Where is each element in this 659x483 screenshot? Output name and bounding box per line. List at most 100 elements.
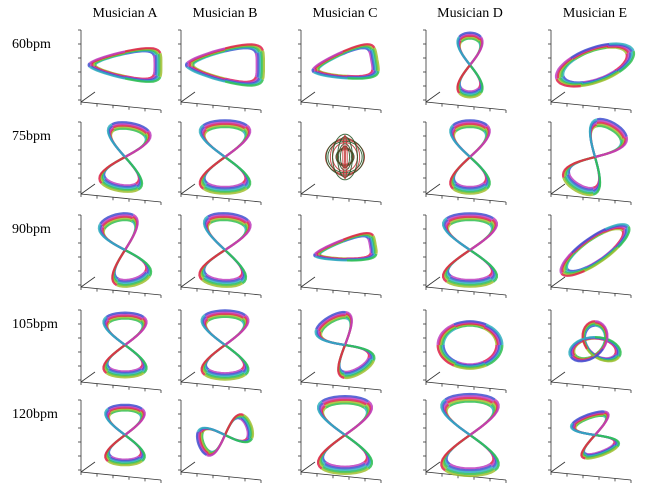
trajectory-stroke: [196, 426, 226, 436]
trajectory-stroke: [260, 50, 264, 80]
trajectory-stroke: [124, 47, 162, 54]
trajectory-stroke: [202, 119, 248, 127]
trajectory-stroke: [102, 217, 133, 229]
trajectory-stroke: [458, 90, 482, 98]
trajectory-stroke: [455, 125, 485, 133]
trajectory-stroke: [444, 392, 496, 401]
trajectory-stroke: [197, 431, 208, 456]
trajectory-stroke: [203, 276, 242, 285]
trajectory-stroke: [223, 413, 244, 436]
trajectory-stroke: [205, 124, 245, 131]
trajectory-stroke: [324, 400, 366, 407]
trajectory-stroke: [316, 312, 346, 331]
trajectory-stroke: [339, 155, 343, 166]
trajectory-stroke: [106, 370, 144, 378]
trajectory-stroke: [344, 169, 348, 180]
trajectory-stroke: [449, 400, 491, 407]
trajectory-stroke: [311, 68, 315, 74]
trajectory-stroke: [202, 277, 243, 287]
trajectory-stroke: [351, 151, 355, 161]
trajectory-stroke: [344, 434, 373, 470]
trajectory-stroke: [224, 156, 252, 190]
trajectory-stroke: [484, 344, 502, 366]
row-label: 120bpm: [12, 407, 58, 422]
trajectory-stroke: [459, 35, 481, 42]
trajectory-stroke: [447, 464, 493, 472]
trajectory-stroke: [206, 125, 244, 133]
trajectory-stroke: [338, 155, 342, 169]
trajectory-stroke: [484, 344, 501, 365]
trajectory-stroke: [186, 66, 226, 83]
trajectory-stroke: [596, 123, 624, 140]
trajectory-stroke: [469, 124, 491, 158]
trajectory-stroke: [555, 78, 581, 88]
trajectory-stroke: [372, 235, 378, 254]
trajectory-plot: [423, 119, 507, 205]
trajectory-stroke: [446, 466, 494, 474]
trajectory-stroke: [442, 217, 471, 251]
trajectory-plot: [423, 392, 507, 483]
trajectory-stroke: [594, 320, 609, 350]
trajectory-stroke: [482, 344, 498, 363]
trajectory-stroke: [106, 312, 144, 320]
trajectory-stroke: [325, 461, 365, 468]
trajectory-stroke: [453, 320, 487, 326]
trajectory-stroke: [325, 402, 365, 409]
trajectory-stroke: [459, 89, 481, 96]
trajectory-stroke: [205, 273, 240, 282]
trajectory-stroke: [484, 324, 502, 346]
trajectory-stroke: [198, 124, 226, 158]
trajectory-stroke: [224, 124, 252, 158]
trajectory-stroke: [313, 253, 316, 258]
trajectory-stroke: [117, 270, 147, 282]
trajectory-stroke: [110, 455, 140, 461]
trajectory-stroke: [241, 415, 252, 439]
trajectory-plot: [548, 214, 632, 298]
trajectory-stroke: [94, 62, 97, 68]
trajectory-stroke: [110, 409, 140, 415]
trajectory-stroke: [452, 187, 488, 195]
trajectory-stroke: [113, 127, 145, 137]
trajectory-stroke: [338, 144, 343, 156]
trajectory-stroke: [157, 53, 161, 77]
trajectory-stroke: [320, 316, 346, 333]
trajectory-plot: [178, 119, 262, 205]
trajectory-stroke: [322, 396, 368, 404]
trajectory-stroke: [124, 344, 148, 374]
trajectory-stroke: [240, 416, 251, 439]
trajectory-stroke: [344, 357, 371, 375]
trajectory-stroke: [317, 434, 346, 470]
trajectory-stroke: [186, 62, 190, 68]
trajectory-stroke: [109, 407, 141, 414]
trajectory-stroke: [596, 117, 628, 137]
trajectory-stroke: [337, 161, 344, 177]
trajectory-stroke: [596, 121, 625, 139]
trajectory-plot: [78, 212, 162, 298]
trajectory-stroke: [109, 366, 141, 373]
trajectory-stroke: [456, 64, 471, 94]
trajectory-stroke: [327, 164, 344, 176]
trajectory-stroke: [454, 183, 486, 190]
trajectory-plot: [423, 29, 507, 113]
trajectory-plot: [298, 309, 382, 393]
trajectory-stroke: [224, 249, 248, 285]
trajectory-stroke: [444, 469, 496, 478]
trajectory-stroke: [360, 148, 365, 168]
trajectory-stroke: [111, 249, 126, 287]
trajectory-stroke: [198, 249, 226, 281]
column-header: Musician A: [93, 6, 159, 21]
trajectory-stroke: [108, 406, 142, 413]
trajectory-stroke: [459, 34, 481, 41]
trajectory-stroke: [195, 431, 208, 456]
trajectory-stroke: [103, 218, 133, 230]
trajectory-stroke: [452, 186, 488, 194]
trajectory-stroke: [344, 135, 348, 148]
trajectory-stroke: [369, 236, 375, 254]
trajectory-stroke: [186, 47, 226, 64]
trajectory-plot: [423, 309, 507, 393]
trajectory-stroke: [324, 463, 366, 470]
trajectory-stroke: [439, 344, 456, 365]
trajectory-stroke: [100, 182, 139, 193]
trajectory-stroke: [207, 368, 243, 375]
trajectory-plot: [78, 121, 162, 205]
